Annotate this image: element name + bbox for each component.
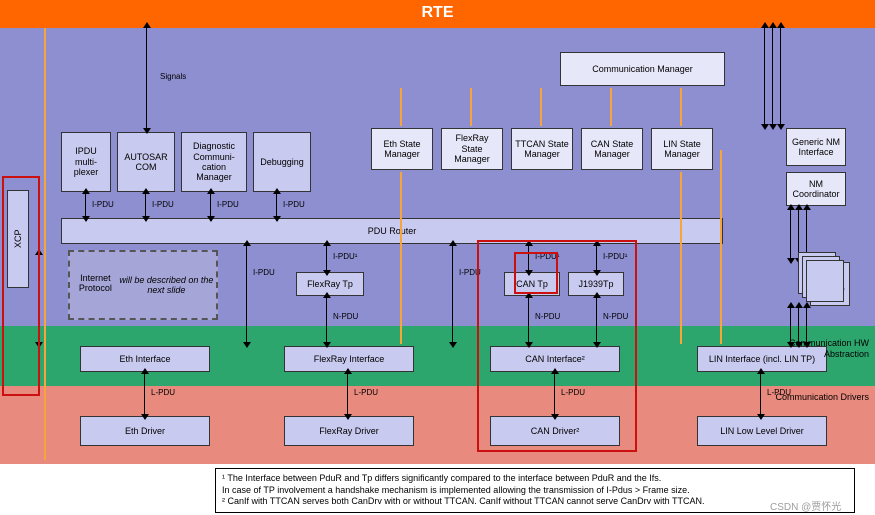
arrow-label-12: N-PDU xyxy=(603,312,628,321)
arrow-20 xyxy=(780,28,781,124)
orange-line-0 xyxy=(44,28,46,460)
arrow-label-4: I-PDU xyxy=(283,200,305,209)
block-flexray_sm: FlexRay State Manager xyxy=(441,128,503,170)
block-internet_proto: Internet Protocolwill be described on th… xyxy=(68,250,218,320)
arrow-label-7: N-PDU xyxy=(333,312,358,321)
arrow-11 xyxy=(528,298,529,342)
arrow-4 xyxy=(276,194,277,216)
arrow-label-13: L-PDU xyxy=(151,388,175,397)
footnote-line: ² CanIf with TTCAN serves both CanDrv wi… xyxy=(222,496,848,508)
block-can_sm: CAN State Manager xyxy=(581,128,643,170)
arrow-18 xyxy=(764,28,765,124)
block-pdu_router: PDU Router xyxy=(61,218,723,244)
arrow-label-8: I-PDU xyxy=(459,268,481,277)
arrow-label-14: L-PDU xyxy=(354,388,378,397)
arrow-19 xyxy=(772,28,773,124)
block-autosar_com: AUTOSAR COM xyxy=(117,132,175,192)
arrow-10 xyxy=(596,246,597,270)
block-xcp: XCP xyxy=(7,190,29,288)
arrow-21 xyxy=(790,210,791,258)
block-lin_drv: LIN Low Level Driver xyxy=(697,416,827,446)
arrow-25 xyxy=(798,308,799,342)
arrow-label-15: L-PDU xyxy=(561,388,585,397)
arrow-15 xyxy=(554,374,555,414)
block-nm_coord: NM Coordinator xyxy=(786,172,846,206)
arrow-2 xyxy=(145,194,146,216)
block-can_drv: CAN Driver² xyxy=(490,416,620,446)
arrow-23 xyxy=(806,210,807,258)
orange-line-3 xyxy=(540,88,542,126)
nm-module-stack xyxy=(798,252,850,308)
block-eth_sm: Eth State Manager xyxy=(371,128,433,170)
hw-abs-label: Communication HW Abstraction xyxy=(781,338,869,360)
orange-line-1 xyxy=(400,88,402,126)
orange-line-7 xyxy=(680,172,682,344)
arrow-13 xyxy=(144,374,145,414)
block-lin_sm: LIN State Manager xyxy=(651,128,713,170)
orange-line-8 xyxy=(720,150,722,344)
block-nm_if: Generic NM Interface xyxy=(786,128,846,166)
block-ipdu_mux: IPDU multi-plexer xyxy=(61,132,111,192)
arrow-label-10: I-PDU¹ xyxy=(603,252,627,261)
orange-line-6 xyxy=(400,172,402,344)
arrow-26 xyxy=(806,308,807,342)
arrow-14 xyxy=(347,374,348,414)
block-flexray_drv: FlexRay Driver xyxy=(284,416,414,446)
footnote: ¹ The Interface between PduR and Tp diff… xyxy=(215,468,855,513)
block-dcm: Diagnostic Communi-cation Manager xyxy=(181,132,247,192)
arrow-1 xyxy=(85,194,86,216)
arrow-17 xyxy=(38,255,39,342)
arrow-9 xyxy=(528,246,529,270)
footnote-line: ¹ The Interface between PduR and Tp diff… xyxy=(222,473,848,485)
footnote-line: In case of TP involvement a handshake me… xyxy=(222,485,848,497)
arrow-label-1: I-PDU xyxy=(92,200,114,209)
arrow-6 xyxy=(326,246,327,270)
block-ttcan_sm: TTCAN State Manager xyxy=(511,128,573,170)
arrow-5 xyxy=(246,246,247,342)
block-comm_mgr: Communication Manager xyxy=(560,52,725,86)
arrow-label-11: N-PDU xyxy=(535,312,560,321)
arrow-7 xyxy=(326,298,327,342)
arrow-label-3: I-PDU xyxy=(217,200,239,209)
arrow-24 xyxy=(790,308,791,342)
arrow-label-6: I-PDU¹ xyxy=(333,252,357,261)
arrow-0 xyxy=(146,28,147,128)
orange-line-2 xyxy=(470,88,472,126)
arrow-22 xyxy=(798,210,799,258)
orange-line-5 xyxy=(680,88,682,126)
arrow-label-2: I-PDU xyxy=(152,200,174,209)
watermark: CSDN @贾怀光 xyxy=(770,498,841,513)
rte-layer: RTE xyxy=(0,0,875,28)
orange-line-4 xyxy=(610,88,612,126)
arrow-8 xyxy=(452,246,453,342)
block-eth_drv: Eth Driver xyxy=(80,416,210,446)
drivers-label: Communication Drivers xyxy=(749,392,869,403)
arrow-3 xyxy=(210,194,211,216)
arrow-12 xyxy=(596,298,597,342)
block-debugging: Debugging xyxy=(253,132,311,192)
arrow-label-5: I-PDU xyxy=(253,268,275,277)
arrow-label-0: Signals xyxy=(160,72,186,81)
arrow-label-9: I-PDU¹ xyxy=(535,252,559,261)
